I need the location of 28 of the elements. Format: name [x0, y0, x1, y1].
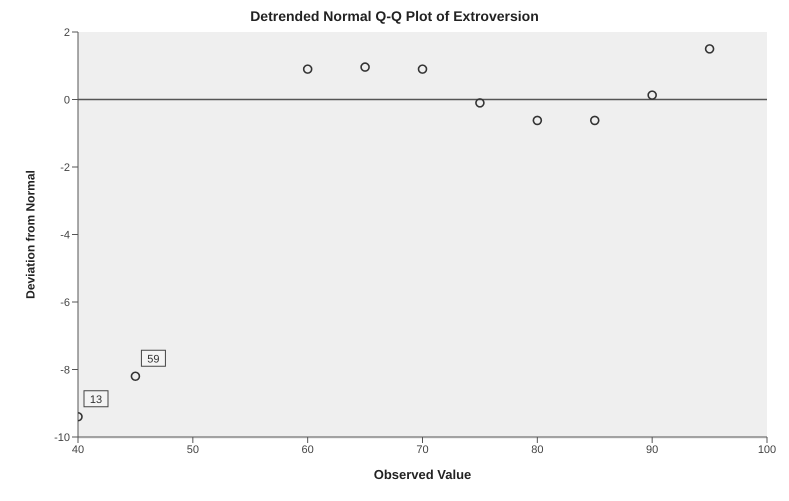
- x-tick-label: 70: [416, 444, 429, 456]
- x-tick-label: 50: [186, 444, 199, 456]
- y-tick-label: -6: [60, 296, 70, 309]
- x-tick-label: 100: [758, 444, 776, 456]
- x-tick-label: 90: [646, 444, 658, 456]
- chart-title: Detrended Normal Q-Q Plot of Extroversion: [249, 8, 540, 24]
- point: [704, 44, 714, 54]
- y-tick-label: 2: [64, 26, 70, 39]
- point: [532, 116, 542, 126]
- annotation: 13: [90, 394, 102, 406]
- point: [590, 116, 600, 126]
- y-tick-label: -2: [60, 162, 70, 174]
- x-tick-label: 40: [72, 444, 84, 456]
- point: [302, 64, 312, 74]
- point: [418, 64, 428, 74]
- point: [130, 371, 140, 382]
- y-axis-title: Deviation from Normal: [23, 170, 38, 299]
- point: [475, 98, 485, 108]
- x-tick-label: 80: [531, 444, 544, 456]
- point: [647, 90, 657, 100]
- x-axis-title: Observed Value: [374, 467, 472, 482]
- x-tick-label: 60: [302, 444, 314, 456]
- point: [360, 62, 370, 72]
- y-tick-label: 0: [64, 94, 70, 106]
- y-tick-label: -8: [60, 364, 70, 376]
- y-tick-label: -4: [60, 229, 70, 242]
- annotation: 59: [147, 353, 160, 366]
- y-tick-label: -10: [54, 432, 70, 444]
